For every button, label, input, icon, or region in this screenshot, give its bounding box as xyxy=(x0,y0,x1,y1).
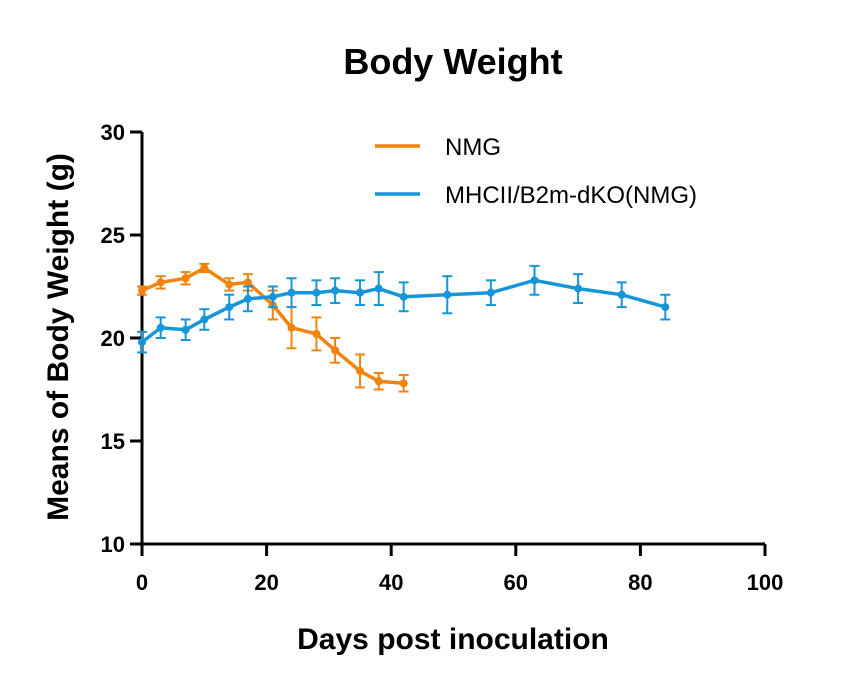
y-tick-label: 20 xyxy=(101,326,125,351)
data-point xyxy=(200,315,209,324)
data-point xyxy=(156,278,165,287)
x-tick-label: 0 xyxy=(136,570,148,595)
x-tick-label: 100 xyxy=(747,570,784,595)
y-tick-label: 10 xyxy=(101,532,125,557)
data-point xyxy=(661,303,670,312)
series-1 xyxy=(137,264,671,354)
x-tick-label: 20 xyxy=(254,570,278,595)
data-point xyxy=(287,288,296,297)
data-point xyxy=(225,280,234,289)
data-point xyxy=(312,288,321,297)
data-point xyxy=(181,325,190,334)
data-point xyxy=(243,278,252,287)
data-point xyxy=(374,284,383,293)
data-point xyxy=(138,338,146,347)
legend: NMG MHCII/B2m-dKO(NMG) xyxy=(375,134,697,209)
y-tick-label: 30 xyxy=(101,120,125,145)
x-tick-label: 80 xyxy=(628,570,652,595)
x-tick-label: 40 xyxy=(379,570,403,595)
y-axis-title: Means of Body Weight (g) xyxy=(42,153,75,521)
data-point xyxy=(356,366,365,375)
data-point xyxy=(268,292,277,301)
data-point xyxy=(574,284,583,293)
data-point xyxy=(331,286,340,295)
y-tick-label: 15 xyxy=(101,429,125,454)
data-point xyxy=(486,288,495,297)
y-tick-label: 25 xyxy=(101,223,125,248)
x-tick-label: 60 xyxy=(504,570,528,595)
data-point xyxy=(356,288,365,297)
data-point xyxy=(374,377,383,386)
data-point xyxy=(530,276,539,285)
data-point xyxy=(399,379,408,388)
data-point xyxy=(200,263,209,272)
plot-series xyxy=(137,262,671,393)
legend-label: MHCII/B2m-dKO(NMG) xyxy=(445,182,697,209)
data-point xyxy=(181,274,190,283)
data-point xyxy=(287,323,296,332)
axes: 10 15 20 25 30 0 20 40 60 80 100 xyxy=(101,120,784,595)
data-point xyxy=(331,346,340,355)
data-point xyxy=(243,294,252,303)
data-point xyxy=(443,290,452,299)
x-axis-title: Days post inoculation xyxy=(297,623,609,656)
data-point xyxy=(138,286,146,295)
data-point xyxy=(225,303,234,312)
legend-label: NMG xyxy=(445,134,501,161)
data-point xyxy=(312,329,321,338)
data-point xyxy=(156,323,165,332)
data-point xyxy=(617,290,626,299)
chart-title: Body Weight xyxy=(343,41,562,82)
data-point xyxy=(399,292,408,301)
